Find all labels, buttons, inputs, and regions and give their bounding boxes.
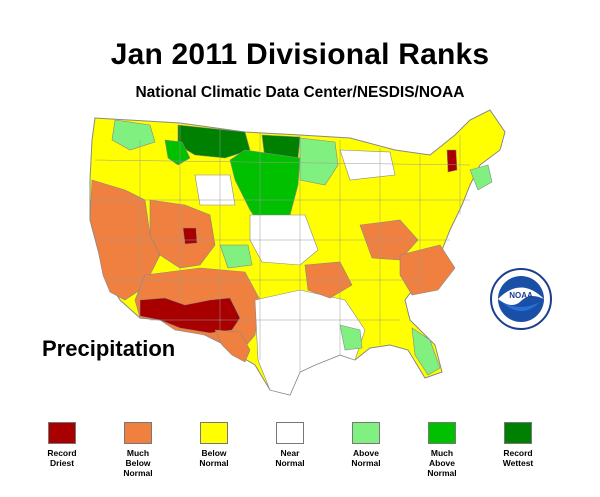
division-borders	[92, 125, 471, 372]
legend-label: Below Normal	[199, 448, 229, 468]
region-new-york-record-driest	[446, 149, 458, 173]
region-new-england-above	[469, 164, 493, 191]
region-great-lakes-near	[339, 149, 396, 181]
legend-item-much-below: Much Below Normal	[98, 422, 178, 478]
region-great-basin-much-below	[149, 199, 216, 269]
legend-label: Near Normal	[275, 448, 305, 468]
region-washington-above	[111, 119, 156, 151]
noaa-logo-icon: NOAA	[490, 268, 552, 330]
region-wyoming-near	[194, 174, 236, 206]
map-legend: Record Driest Much Below Normal Below No…	[22, 422, 590, 490]
region-colorado-above	[219, 244, 253, 269]
legend-swatch	[276, 422, 304, 444]
legend-swatch	[428, 422, 456, 444]
map-subtitle: National Climatic Data Center/NESDIS/NOA…	[135, 84, 465, 101]
legend-label: Much Below Normal	[123, 448, 153, 478]
region-florida-above	[411, 327, 441, 376]
region-gulf-above	[339, 324, 363, 351]
noaa-logo-text: NOAA	[509, 291, 533, 300]
legend-label: Record Driest	[47, 448, 77, 468]
legend-label: Above Normal	[351, 448, 381, 468]
legend-item-near: Near Normal	[250, 422, 330, 468]
legend-label: Much Above Normal	[427, 448, 457, 478]
legend-swatch	[124, 422, 152, 444]
legend-item-record-driest: Record Driest	[22, 422, 102, 468]
legend-item-above: Above Normal	[326, 422, 406, 468]
region-west-texas-much-below	[214, 329, 251, 363]
map-title: Jan 2011 Divisional Ranks	[110, 38, 490, 71]
legend-item-below: Below Normal	[174, 422, 254, 468]
legend-swatch	[352, 422, 380, 444]
legend-swatch	[48, 422, 76, 444]
region-utah-record-driest	[182, 227, 198, 245]
legend-swatch	[504, 422, 532, 444]
legend-swatch	[200, 422, 228, 444]
region-arizona-record-driest	[139, 297, 241, 334]
variable-label: Precipitation	[42, 336, 176, 361]
region-appalachia-much-below	[399, 244, 456, 296]
region-idaho-much-above	[164, 139, 191, 166]
legend-item-record-wettest: Record Wettest	[478, 422, 558, 468]
region-south-near	[254, 289, 366, 396]
legend-item-much-above: Much Above Normal	[402, 422, 482, 478]
legend-label: Record Wettest	[502, 448, 534, 468]
